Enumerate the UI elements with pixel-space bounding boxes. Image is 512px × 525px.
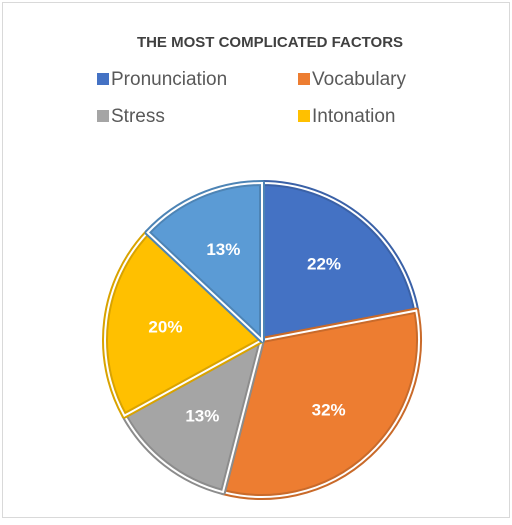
data-label: 32% (312, 400, 346, 419)
data-label: 20% (148, 317, 182, 336)
legend-label: Stress (111, 106, 165, 127)
legend-swatch (97, 73, 109, 85)
legend-label: Vocabulary (312, 69, 407, 90)
slice-separator (123, 338, 264, 494)
data-label: 13% (185, 406, 219, 425)
chart-title: THE MOST COMPLICATED FACTORS (137, 34, 403, 51)
data-label: 22% (307, 254, 341, 273)
legend-swatch (97, 110, 109, 122)
data-label: 13% (206, 240, 240, 259)
slice-separator (221, 309, 420, 498)
slice-separator (104, 231, 264, 417)
legend-label: Pronunciation (111, 69, 227, 90)
legend-label: Intonation (312, 106, 395, 127)
legend-swatch (298, 73, 310, 85)
slice-separator (146, 181, 263, 343)
slice-separator (261, 181, 418, 342)
legend-swatch (298, 110, 310, 122)
